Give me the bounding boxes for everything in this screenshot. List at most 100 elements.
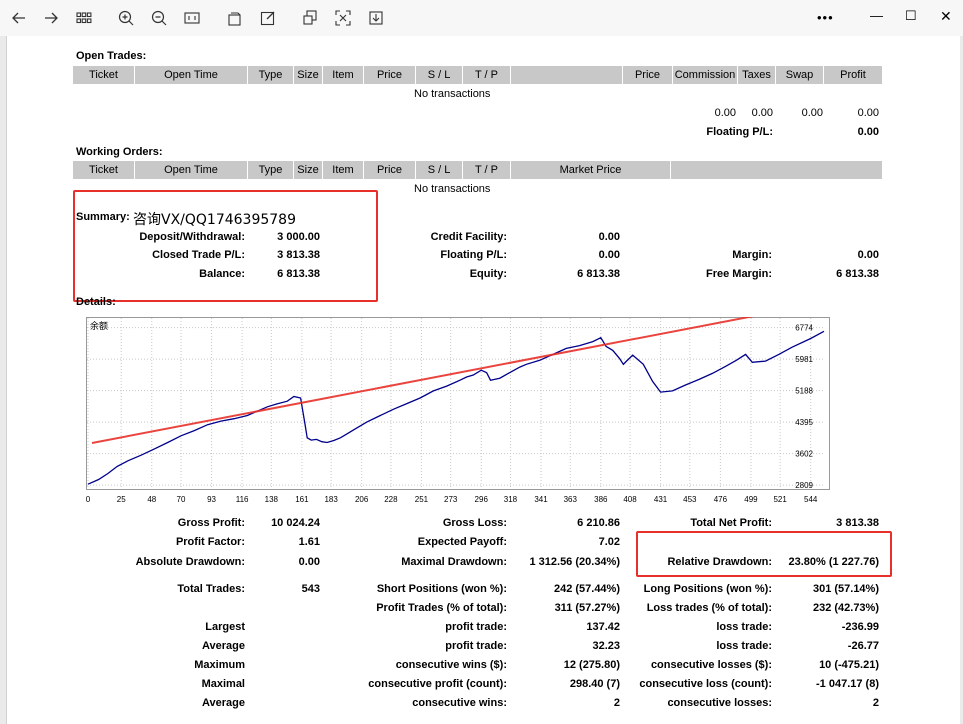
col-item: Item <box>323 161 364 179</box>
y-tick-label: 3602 <box>795 450 813 459</box>
margin-label: Margin: <box>732 249 772 261</box>
stat-value-3: -236.99 <box>841 621 879 633</box>
more-icon[interactable]: ••• <box>817 10 834 25</box>
x-tick-label: 296 <box>475 495 489 504</box>
equity-label: Equity: <box>469 268 507 280</box>
y-tick-label: 6774 <box>795 324 813 333</box>
col-open-time: Open Time <box>135 161 248 179</box>
balance-value: 6 813.38 <box>277 268 320 280</box>
closed-pl-label: Closed Trade P/L: <box>152 249 245 261</box>
balance-series-line <box>87 330 825 485</box>
stat-value-2: 7.02 <box>598 536 620 548</box>
save-icon[interactable] <box>364 6 388 30</box>
credit-value: 0.00 <box>598 231 620 243</box>
stat-label-3: Total Net Profit: <box>690 517 772 529</box>
stat-label-1: Total Trades: <box>177 583 245 595</box>
col-tp: T / P <box>463 66 511 84</box>
x-tick-label: 138 <box>265 495 279 504</box>
stat-label-2: consecutive wins ($): <box>395 659 507 671</box>
back-icon[interactable] <box>7 6 31 30</box>
x-tick-label: 386 <box>594 495 608 504</box>
zoom-in-icon[interactable] <box>114 6 138 30</box>
summary-highlight-box <box>73 190 378 302</box>
closed-pl-value: 3 813.38 <box>277 249 320 261</box>
stat-label-2: consecutive wins: <box>412 697 507 709</box>
x-tick-label: 183 <box>324 495 338 504</box>
stat-value-3: 2 <box>872 697 879 709</box>
col-taxes: Taxes <box>738 66 776 84</box>
stat-label-2: profit trade: <box>445 621 507 633</box>
grid-icon[interactable] <box>72 6 96 30</box>
equity-value: 6 813.38 <box>577 268 620 280</box>
y-tick-label: 5981 <box>795 355 813 364</box>
stat-value-2: 242 (57.44%) <box>553 583 620 595</box>
edit-icon[interactable] <box>256 6 280 30</box>
x-tick-label: 431 <box>654 495 668 504</box>
working-orders-empty: No transactions <box>414 183 491 195</box>
col-open-time: Open Time <box>135 66 248 84</box>
x-tick-label: 93 <box>207 495 216 504</box>
stat-label-2: Short Positions (won %): <box>376 583 507 595</box>
stat-label-1: Profit Factor: <box>175 536 245 548</box>
swap-total: 0.00 <box>801 107 823 119</box>
toolbar: ••• — ☐ ✕ <box>0 0 963 36</box>
open-floating-label: Floating P/L: <box>706 126 773 138</box>
stat-label-2: consecutive profit (count): <box>368 678 507 690</box>
fullscreen-icon[interactable] <box>331 6 355 30</box>
x-tick-label: 363 <box>564 495 578 504</box>
y-tick-label: 4395 <box>795 418 813 427</box>
x-tick-label: 70 <box>177 495 186 504</box>
zoom-out-icon[interactable] <box>147 6 171 30</box>
balance-label: Balance: <box>199 268 245 280</box>
contact-overlay: 咨询VX/QQ1746395789 <box>133 212 296 228</box>
stat-label-3: Long Positions (won %): <box>643 583 772 595</box>
col-blank <box>671 161 882 179</box>
fit-width-icon[interactable] <box>180 6 204 30</box>
stat-label-3: loss trade: <box>716 621 772 633</box>
x-tick-label: 48 <box>147 495 156 504</box>
stat-label-1: Average <box>201 697 245 709</box>
stat-label-3: loss trade: <box>716 640 772 652</box>
summary-title: Summary: <box>76 211 130 223</box>
stat-value-2: 137.42 <box>586 621 620 633</box>
rotate-icon[interactable] <box>223 6 247 30</box>
profit-total: 0.00 <box>857 107 879 119</box>
stat-label-3: consecutive loss (count): <box>639 678 772 690</box>
x-tick-label: 544 <box>804 495 818 504</box>
stat-label-1: Average <box>201 640 245 652</box>
stat-value-3: 10 (-475.21) <box>819 659 879 671</box>
y-tick-label: 5188 <box>795 387 813 396</box>
maximize-button[interactable]: ☐ <box>905 8 917 23</box>
close-button[interactable]: ✕ <box>940 8 952 24</box>
stat-value-3: 301 (57.14%) <box>812 583 879 595</box>
stat-label-1: Largest <box>205 621 245 633</box>
col-swap: Swap <box>776 66 824 84</box>
stat-value-2: 6 210.86 <box>577 517 620 529</box>
forward-icon[interactable] <box>39 6 63 30</box>
x-tick-label: 116 <box>236 495 249 504</box>
select-icon[interactable] <box>298 6 322 30</box>
minimize-button[interactable]: — <box>870 8 883 23</box>
col-size: Size <box>294 161 323 179</box>
x-tick-label: 25 <box>117 495 126 504</box>
stat-value-3: 3 813.38 <box>836 517 879 529</box>
stat-label-3: Relative Drawdown: <box>667 556 772 568</box>
floating-value: 0.00 <box>598 249 620 261</box>
stat-value-1: 0.00 <box>298 556 320 568</box>
col-ticket: Ticket <box>73 161 135 179</box>
stat-label-1: Maximum <box>194 659 245 671</box>
stat-label-2: Expected Payoff: <box>417 536 507 548</box>
x-tick-label: 273 <box>444 495 458 504</box>
x-tick-label: 408 <box>623 495 637 504</box>
open-trades-title: Open Trades: <box>76 50 147 62</box>
x-tick-label: 476 <box>714 495 728 504</box>
stat-value-3: -1 047.17 (8) <box>816 678 879 690</box>
col-price: Price <box>364 161 416 179</box>
col-item: Item <box>323 66 364 84</box>
y-tick-label: 2809 <box>795 481 813 490</box>
stat-label-3: Loss trades (% of total): <box>646 602 772 614</box>
free-margin-value: 6 813.38 <box>836 268 879 280</box>
col-price: Price <box>364 66 416 84</box>
col-sl: S / L <box>416 66 463 84</box>
stat-value-2: 2 <box>613 697 620 709</box>
